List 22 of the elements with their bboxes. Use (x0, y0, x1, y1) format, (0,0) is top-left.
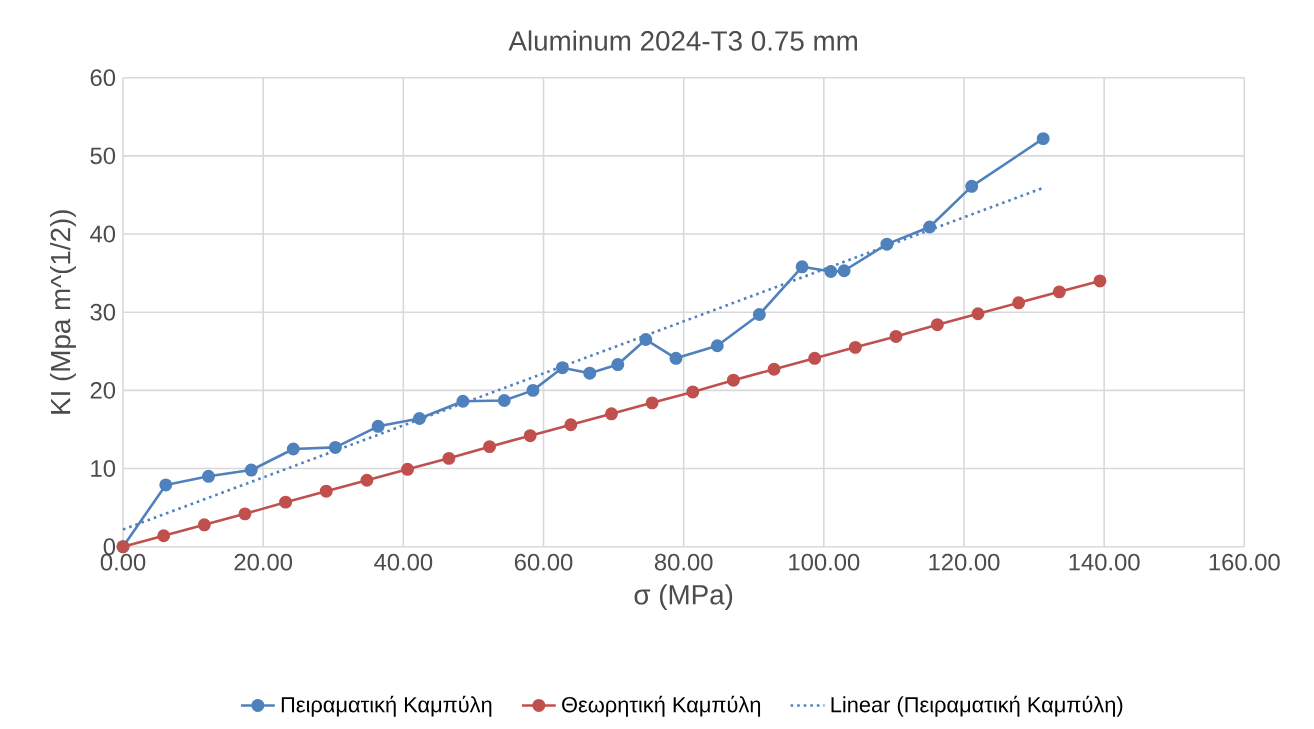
x-tick-label: 20.00 (234, 553, 293, 571)
legend-label: Πειραματική Καμπύλη (281, 695, 492, 717)
x-tick-label: 140.00 (1069, 553, 1140, 571)
y-tick-label: 50 (90, 147, 116, 165)
y-tick-label: 20 (90, 381, 116, 399)
legend-label: Θεωρητική Καμπύλη (562, 695, 761, 717)
y-tick-label: 30 (90, 303, 116, 321)
y-tick-label: 10 (91, 460, 116, 477)
x-axis-title: σ (MPa) (634, 584, 733, 611)
y-tick-label: 60 (90, 69, 116, 87)
x-tick-label: 160.00 (1209, 553, 1280, 571)
legend-label: Linear (Πειραματική Καμπύλη) (831, 695, 1123, 717)
x-tick-label: 100.00 (789, 553, 860, 571)
x-tick-label: 0.00 (100, 553, 146, 571)
x-tick-label: 60.00 (514, 553, 573, 571)
y-axis-title: KI (Mpa m^(1/2)) (50, 210, 76, 414)
x-tick-label: 120.00 (929, 553, 1000, 571)
x-tick-label: 80.00 (654, 553, 713, 571)
y-tick-label: 0 (103, 538, 116, 556)
x-tick-label: 40.00 (374, 553, 433, 571)
chart-title: Aluminum 2024-T3 0.75 mm (508, 30, 857, 51)
y-tick-label: 40 (90, 225, 116, 243)
